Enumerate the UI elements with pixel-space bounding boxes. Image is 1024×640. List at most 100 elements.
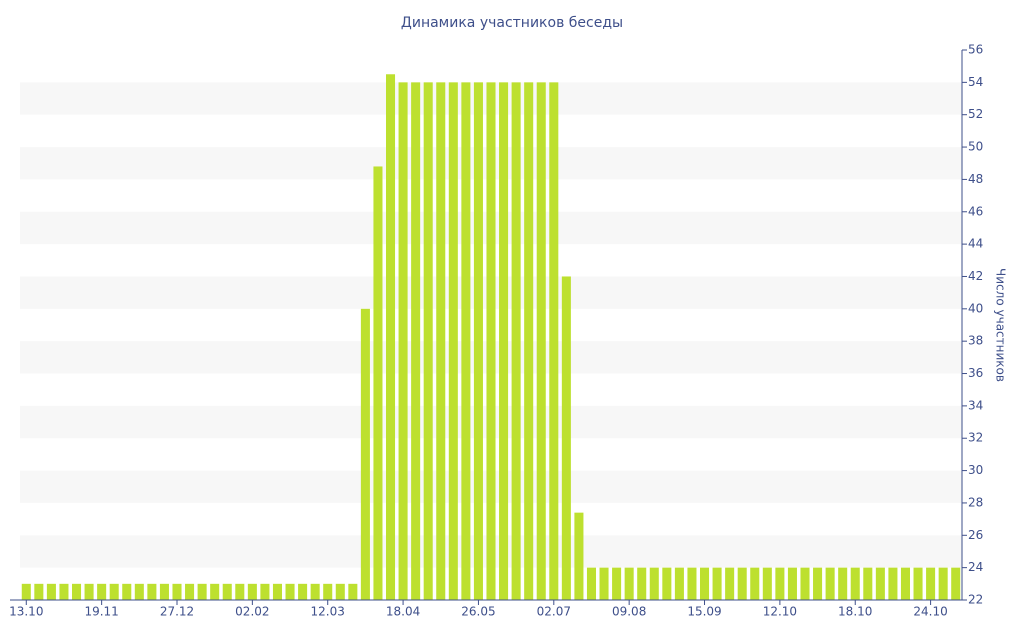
bar [46, 583, 56, 600]
bar [134, 583, 144, 600]
bar [310, 583, 320, 600]
bar [172, 583, 182, 600]
bar [272, 583, 283, 600]
y-tick-label: 52 [968, 107, 983, 121]
bar [674, 567, 684, 600]
y-tick-label: 42 [968, 269, 983, 283]
bar [59, 583, 69, 600]
bar [875, 567, 885, 600]
bar [122, 583, 132, 600]
y-tick-label: 32 [968, 431, 983, 445]
x-tick-label: 15.09 [687, 605, 721, 619]
bar [712, 567, 722, 600]
bar [951, 567, 961, 600]
bar [536, 82, 546, 600]
bar [599, 567, 609, 600]
bar [762, 567, 772, 600]
bar [21, 583, 31, 600]
bar [486, 82, 496, 600]
bar [461, 82, 471, 600]
bar [71, 583, 82, 600]
bar [210, 583, 220, 600]
bar [398, 82, 408, 600]
bar [147, 583, 157, 600]
x-tick-label: 26.05 [461, 605, 495, 619]
y-axis-label: Число участников [994, 268, 1008, 382]
bar [524, 82, 534, 600]
bar [913, 567, 923, 600]
bar [436, 82, 446, 600]
bar [335, 583, 345, 600]
bar [737, 567, 747, 600]
y-tick-label: 34 [968, 398, 983, 412]
y-tick-label: 50 [968, 140, 983, 154]
bar [197, 583, 207, 600]
bar [285, 583, 295, 600]
bar [586, 567, 597, 600]
x-tick-label: 13.10 [9, 605, 43, 619]
y-tick-label: 40 [968, 301, 983, 315]
chart-title: Динамика участников беседы [401, 15, 623, 31]
bar [222, 583, 232, 600]
bar [385, 74, 396, 600]
bar [800, 567, 810, 600]
y-tick-label: 26 [968, 528, 983, 542]
bar [926, 567, 936, 600]
bar [825, 567, 835, 600]
bar [298, 583, 308, 600]
bar [787, 567, 797, 600]
bar [34, 583, 44, 600]
bar [863, 567, 873, 600]
x-tick-label: 12.03 [311, 605, 345, 619]
bar [260, 583, 270, 600]
bar [637, 567, 647, 600]
bar [323, 583, 333, 600]
bar [838, 567, 848, 600]
bar [411, 82, 421, 600]
bar [813, 567, 823, 600]
x-tick-label: 12.10 [763, 605, 797, 619]
x-tick-label: 27.12 [160, 605, 194, 619]
y-tick-label: 22 [968, 593, 983, 607]
y-tick-label: 56 [968, 43, 983, 57]
bar [574, 512, 584, 600]
bar [511, 82, 521, 600]
bar [725, 567, 735, 600]
bar [84, 583, 94, 600]
x-tick-label: 24.10 [913, 605, 947, 619]
bar [561, 276, 571, 600]
bar [499, 82, 509, 600]
x-tick-label: 18.04 [386, 605, 420, 619]
bar [360, 308, 370, 600]
y-tick-label: 46 [968, 204, 983, 218]
bar [938, 567, 948, 600]
bar [97, 583, 107, 600]
bar [775, 567, 785, 600]
bar [549, 82, 559, 600]
y-tick-label: 54 [968, 75, 983, 89]
bar [850, 567, 860, 600]
x-tick-label: 19.11 [84, 605, 118, 619]
bar [373, 166, 383, 600]
bar [687, 567, 697, 600]
bar [612, 567, 622, 600]
bar [900, 567, 911, 600]
bar [348, 583, 358, 600]
bar [649, 567, 659, 600]
y-tick-label: 48 [968, 172, 983, 186]
y-tick-label: 36 [968, 366, 983, 380]
bar [699, 567, 710, 600]
bar [624, 567, 634, 600]
y-tick-label: 30 [968, 463, 983, 477]
y-tick-label: 44 [968, 237, 983, 251]
x-tick-label: 02.02 [235, 605, 269, 619]
bar [888, 567, 898, 600]
x-tick-label: 09.08 [612, 605, 646, 619]
bar [247, 583, 257, 600]
bar [109, 583, 119, 600]
y-tick-label: 38 [968, 334, 983, 348]
bar [750, 567, 760, 600]
bar [473, 82, 483, 600]
bar [235, 583, 245, 600]
